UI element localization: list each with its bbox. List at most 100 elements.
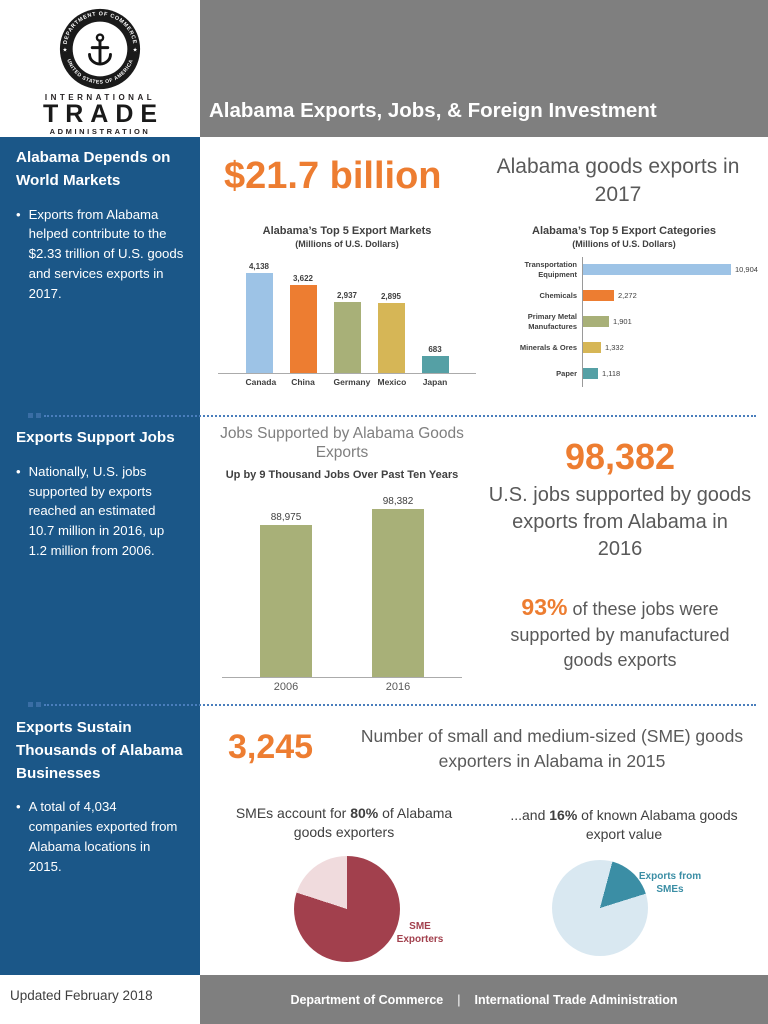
footer-ita: International Trade Administration: [474, 992, 678, 1007]
sidebar: Alabama Depends on World Markets Exports…: [0, 137, 200, 975]
bar-category-label: 2006: [273, 680, 299, 693]
bar-category-label: Germany: [333, 376, 371, 387]
category-label: Paper: [556, 369, 577, 379]
bar-value-label: 98,382: [382, 495, 414, 507]
bar-value-label: 2,895: [380, 291, 402, 301]
category-row: Transportation Equipment 10,904: [484, 256, 764, 283]
bar-category-label: Mexico: [377, 376, 407, 387]
caption-pct: 80%: [350, 805, 379, 821]
divider-dotted-line: [44, 414, 756, 417]
jobs-chart: Jobs Supported by Alabama Goods Exports …: [204, 424, 480, 693]
bar-column: 2,937: [333, 290, 361, 373]
sidebar-bullet: Exports from Alabama helped contribute t…: [16, 205, 184, 304]
caption-text: SMEs account for: [235, 805, 351, 821]
manufactured-share-rest: of these jobs were supported by manufact…: [510, 599, 730, 671]
bar: [377, 302, 405, 373]
sidebar-bullet-text: A total of 4,034 companies exported from…: [28, 799, 178, 874]
bar-value-label: 2,937: [336, 290, 358, 300]
category-bar-area: 10,904: [582, 256, 764, 283]
jobs-supported-description: U.S. jobs supported by goods exports fro…: [488, 484, 752, 560]
bar-category-label: China: [291, 376, 315, 387]
total-exports-value: $21.7 billion: [224, 155, 442, 197]
sidebar-bullet-text: Nationally, U.S. jobs supported by expor…: [28, 463, 165, 558]
section-divider: [28, 413, 756, 418]
chart-category-labels: 2006 2016: [204, 681, 480, 693]
sme-exporters-label: SME Exporters: [396, 921, 444, 945]
sidebar-bullet: A total of 4,034 companies exported from…: [16, 797, 184, 876]
sme-headline: Number of small and medium-sized (SME) g…: [360, 726, 744, 771]
bar-column: 683: [421, 344, 449, 373]
sme-export-value-label: Exports from SMEs: [638, 871, 702, 895]
bar: [333, 301, 361, 373]
category-bar-area: 1,332: [582, 334, 764, 361]
divider-square: [28, 702, 33, 707]
bar-column: 98,382: [372, 496, 424, 677]
bar: [372, 508, 424, 677]
section-jobs: Jobs Supported by Alabama Goods Exports …: [200, 420, 768, 702]
commerce-seal: DEPARTMENT OF COMMERCE UNITED STATES OF …: [59, 8, 141, 90]
sidebar-bullet: Nationally, U.S. jobs supported by expor…: [16, 462, 184, 561]
footer-commerce: Department of Commerce: [290, 992, 444, 1007]
section-exports-overview: $21.7 billion Alabama goods exports in 2…: [200, 137, 768, 414]
bar: [421, 355, 449, 373]
footer: Department of Commerce | International T…: [200, 975, 768, 1024]
sidebar-heading: Exports Sustain Thousands of Alabama Bus…: [16, 719, 183, 782]
sidebar-bullet-text: Exports from Alabama helped contribute t…: [28, 206, 184, 301]
bar: [583, 290, 614, 302]
bar: [583, 264, 731, 276]
logo-text-trade: TRADE: [42, 100, 165, 128]
chart-subtitle: (Millions of U.S. Dollars): [572, 238, 676, 249]
bar-value-label: 683: [428, 344, 442, 354]
footer-divider: |: [457, 992, 461, 1007]
chart-category-labels: Canada China Germany Mexico Japan: [218, 377, 476, 387]
caption-pct: 16%: [549, 807, 578, 823]
page-title: Alabama Exports, Jobs, & Foreign Investm…: [209, 99, 657, 122]
section-divider: [28, 702, 756, 707]
bar-column: 3,622: [289, 273, 317, 373]
logo-text-international: INTERNATIONAL: [44, 93, 156, 102]
sme-exporters-caption: SMEs account for 80% of Alabama goods ex…: [222, 804, 466, 842]
bar: [245, 272, 273, 373]
bar-value-label: 88,975: [270, 511, 302, 523]
sme-value-caption: ...and 16% of known Alabama goods export…: [496, 806, 752, 844]
divider-square: [36, 702, 41, 707]
divider-dotted-line: [44, 703, 756, 706]
bar-category-label: Japan: [422, 376, 448, 387]
bar-category-label: 2016: [385, 680, 411, 693]
chart-title: Jobs Supported by Alabama Goods Exports: [220, 425, 464, 462]
category-row: Primary Metal Manufactures 1,901: [484, 308, 764, 335]
caption-text: of known Alabama goods export value: [577, 807, 738, 842]
sidebar-heading: Alabama Depends on World Markets: [16, 149, 171, 189]
chart-plot: 4,138 3,622 2,937 2,895 683: [218, 257, 476, 374]
bar-column: 88,975: [260, 512, 312, 677]
seal-star-left: ★: [62, 47, 67, 53]
category-row: Minerals & Ores 1,332: [484, 334, 764, 361]
manufactured-share-text: 93% of these jobs were supported by manu…: [488, 591, 752, 674]
seal-star-right: ★: [133, 47, 138, 53]
bar-value-label: 4,138: [248, 261, 270, 271]
bar: [583, 316, 609, 328]
jobs-summary: 98,382 U.S. jobs supported by goods expo…: [488, 436, 752, 674]
bar-value-label: 1,901: [613, 317, 632, 327]
category-bar-area: 1,118: [582, 360, 764, 387]
exports-headline: Alabama goods exports in 2017: [496, 155, 740, 207]
manufactured-share-pct: 93%: [521, 594, 568, 620]
title-banner: Alabama Exports, Jobs, & Foreign Investm…: [200, 0, 768, 137]
sidebar-section-jobs: Exports Support Jobs Nationally, U.S. jo…: [16, 427, 184, 561]
divider-square: [28, 413, 33, 418]
chart-plot: 88,975 98,382: [222, 493, 462, 678]
bar-category-label: Canada: [245, 376, 277, 387]
chart-title: Alabama’s Top 5 Export Categories: [532, 225, 716, 237]
bar-value-label: 3,622: [292, 273, 314, 283]
sme-exporters-pie: [294, 856, 400, 962]
divider-square: [36, 413, 41, 418]
category-row: Paper 1,118: [484, 360, 764, 387]
bar-value-label: 1,118: [602, 369, 621, 379]
chart-subtitle: (Millions of U.S. Dollars): [295, 238, 399, 249]
bar: [583, 368, 598, 380]
category-label: Primary Metal Manufactures: [527, 312, 577, 331]
category-label: Minerals & Ores: [519, 343, 577, 353]
bar: [260, 524, 312, 677]
bar-value-label: 1,332: [605, 343, 624, 353]
